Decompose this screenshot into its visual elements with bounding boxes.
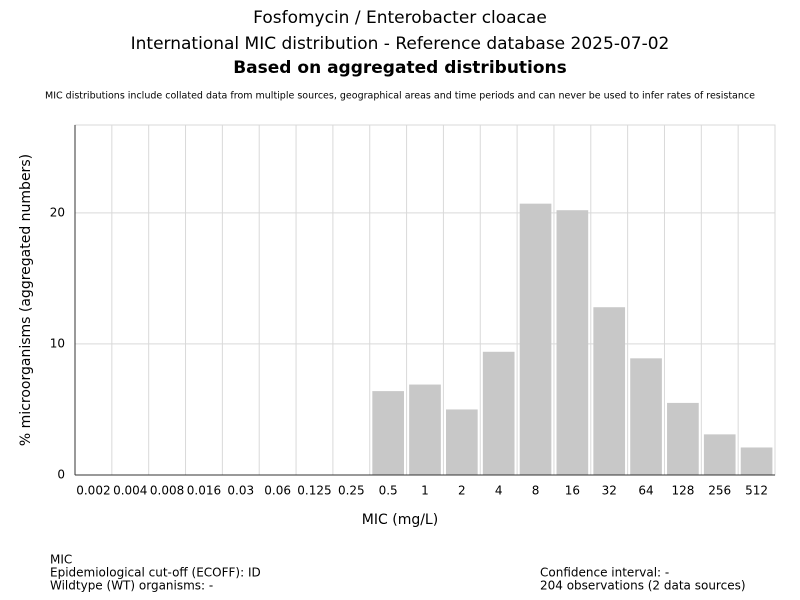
chart-subtitle: International MIC distribution - Referen… — [131, 34, 670, 54]
bar — [482, 351, 515, 475]
chart-note: MIC distributions include collated data … — [45, 91, 755, 102]
x-tick-label: 0.002 — [76, 484, 110, 498]
x-tick-label: 0.03 — [227, 484, 254, 498]
y-axis-label: % microorganisms (aggregated numbers) — [18, 154, 34, 446]
bar — [593, 307, 626, 475]
bar — [409, 384, 441, 475]
bar — [446, 409, 478, 475]
x-tick-label: 256 — [708, 484, 731, 498]
x-tick-label: 32 — [602, 484, 617, 498]
x-tick-label: 1 — [421, 484, 429, 498]
bar — [740, 447, 773, 475]
y-tick-label: 20 — [50, 205, 65, 219]
footer-left: Epidemiological cut-off (ECOFF): ID — [50, 566, 261, 580]
bar — [372, 391, 404, 475]
x-tick-label: 0.06 — [264, 484, 291, 498]
bar — [556, 210, 589, 475]
x-tick-label: 2 — [458, 484, 466, 498]
bar — [630, 358, 662, 475]
y-tick-label: 0 — [57, 468, 65, 482]
footer-right: Confidence interval: - — [540, 566, 669, 580]
footer-right: 204 observations (2 data sources) — [540, 579, 746, 593]
x-tick-label: 0.004 — [113, 484, 147, 498]
chart-title: Fosfomycin / Enterobacter cloacae — [253, 8, 547, 28]
x-tick-label: 64 — [638, 484, 653, 498]
x-tick-label: 512 — [745, 484, 768, 498]
footer-left: Wildtype (WT) organisms: - — [50, 579, 213, 593]
y-tick-label: 10 — [50, 336, 65, 350]
x-tick-label: 128 — [671, 484, 694, 498]
x-tick-label: 0.125 — [297, 484, 331, 498]
chart-heading: Based on aggregated distributions — [233, 58, 567, 78]
x-axis-label: MIC (mg/L) — [362, 512, 438, 528]
x-tick-label: 4 — [495, 484, 503, 498]
x-tick-label: 0.25 — [338, 484, 365, 498]
x-tick-label: 0.008 — [150, 484, 184, 498]
x-tick-label: 8 — [532, 484, 540, 498]
x-tick-label: 16 — [565, 484, 580, 498]
footer-left: MIC — [50, 553, 72, 567]
bar — [703, 434, 736, 475]
bar — [667, 402, 699, 475]
x-tick-label: 0.5 — [379, 484, 398, 498]
bar — [519, 203, 552, 476]
x-tick-label: 0.016 — [187, 484, 221, 498]
